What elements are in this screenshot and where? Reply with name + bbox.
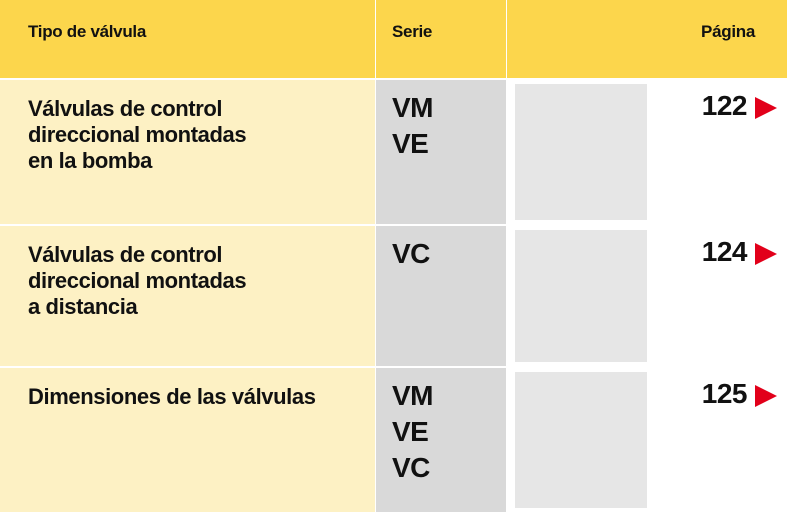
type-line: a distancia: [28, 294, 138, 319]
series-code: VE: [392, 416, 429, 447]
product-image: [515, 84, 647, 220]
series-code: VE: [392, 128, 429, 159]
page-number: 124: [701, 236, 748, 267]
type-line: Dimensiones de las válvulas: [28, 384, 316, 409]
product-image: [515, 230, 647, 362]
type-line: direccional montadas: [28, 268, 247, 293]
header-cell: Serie: [376, 0, 506, 78]
series-cell: VM VE: [376, 80, 506, 224]
arrow-icon: [755, 97, 777, 119]
type-cell: Válvulas de control direccional montadas a…: [0, 226, 375, 366]
type-line: Válvulas de control: [28, 96, 223, 121]
series-code: VM: [392, 92, 434, 123]
page-number: 125: [701, 378, 748, 409]
type-cell: Dimensiones de las válvulas: [0, 368, 375, 512]
type-line: direccional montadas: [28, 122, 247, 147]
series-cell: VM VE VC: [376, 368, 506, 512]
header-cell: Tipo de válvula: [0, 0, 375, 78]
series-code: VC: [392, 452, 430, 483]
product-image: [515, 372, 647, 508]
series-code: VM: [392, 380, 434, 411]
header-text: Página: [701, 22, 755, 41]
arrow-icon: [755, 385, 777, 407]
series-code: VC: [392, 238, 430, 269]
header-text: Tipo de válvula: [28, 22, 147, 41]
type-cell: Válvulas de control direccional montadas e…: [0, 80, 375, 224]
page-number: 122: [701, 90, 748, 121]
header-cell: Página: [507, 0, 787, 78]
series-cell: VC: [376, 226, 506, 366]
type-line: en la bomba: [28, 148, 152, 173]
type-line: Válvulas de control: [28, 242, 223, 267]
arrow-icon: [755, 243, 777, 265]
header-text: Serie: [392, 22, 433, 41]
